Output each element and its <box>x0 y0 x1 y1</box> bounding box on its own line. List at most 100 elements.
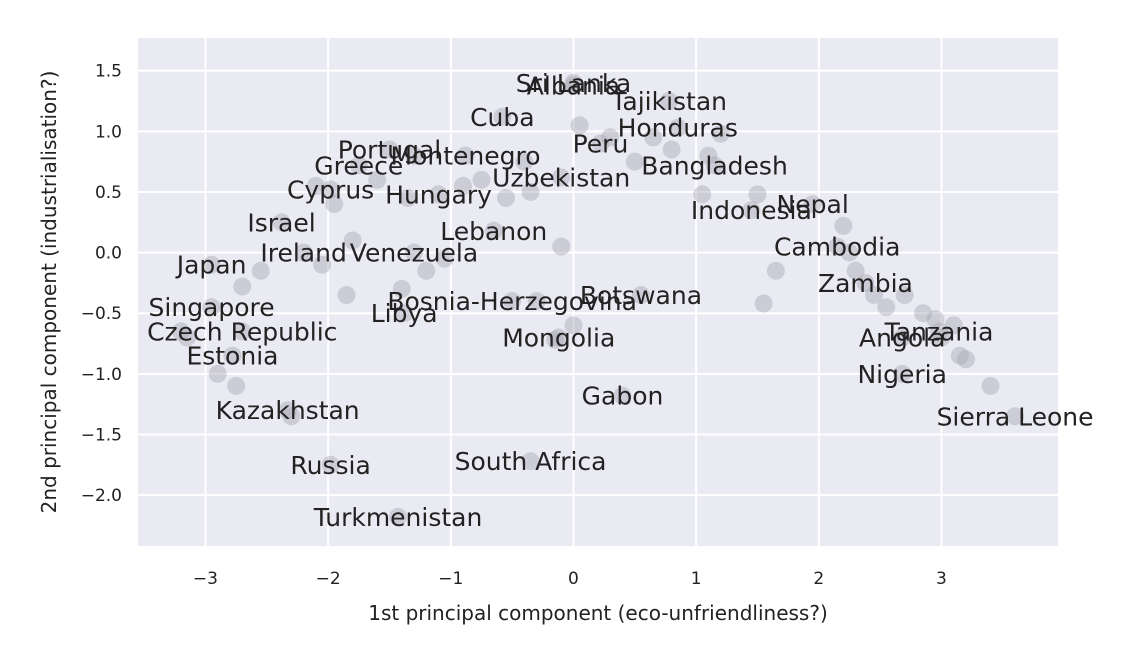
data-point <box>644 128 663 147</box>
data-point <box>613 386 632 405</box>
data-point <box>313 255 331 274</box>
point-label: Turkmenistan <box>313 503 483 532</box>
data-point <box>803 195 822 214</box>
y-tick-label: 0.5 <box>95 183 122 203</box>
y-tick-label: 1.5 <box>95 62 122 82</box>
data-point <box>877 298 896 317</box>
point-label: Portugal <box>338 136 442 165</box>
point-label: Montenegro <box>391 142 541 171</box>
data-point <box>601 128 620 147</box>
data-point <box>405 146 423 165</box>
x-tick-label: 3 <box>936 569 947 589</box>
data-point <box>521 452 540 471</box>
data-point <box>668 118 687 137</box>
data-point <box>515 152 534 171</box>
data-point <box>233 277 252 296</box>
data-point <box>392 279 411 298</box>
data-point <box>294 243 313 262</box>
point-label: Peru <box>573 129 629 158</box>
data-point <box>278 401 297 420</box>
x-tick-label: 0 <box>568 569 579 589</box>
data-point <box>834 216 853 235</box>
data-point <box>1006 407 1025 426</box>
data-point <box>625 152 644 171</box>
data-point <box>591 134 610 153</box>
data-point <box>456 146 475 165</box>
point-label: Venezuela <box>350 239 478 268</box>
point-label: Tanzania <box>884 317 994 346</box>
y-tick-label: 1.0 <box>95 122 122 142</box>
x-axis-ticks: −3 −2 −1 0 1 2 3 <box>193 569 947 589</box>
data-point <box>417 261 436 280</box>
data-point <box>932 328 951 347</box>
data-point <box>950 346 969 365</box>
data-point <box>389 507 408 526</box>
data-point <box>570 116 589 135</box>
data-point <box>368 170 387 189</box>
data-point <box>282 407 301 426</box>
x-tick-label: 2 <box>813 569 824 589</box>
data-point <box>484 221 503 240</box>
data-point <box>840 243 859 262</box>
data-point <box>564 316 583 335</box>
y-tick-label: −2.0 <box>81 486 122 506</box>
y-axis-ticks: 1.5 1.0 0.5 0.0 −0.5 −1.0 −1.5 −2.0 <box>81 62 122 506</box>
data-point <box>564 73 583 92</box>
data-point <box>527 292 546 311</box>
point-label: Cyprus <box>287 176 374 205</box>
grid <box>138 38 1058 546</box>
data-point <box>202 298 221 317</box>
data-point <box>405 243 423 262</box>
data-point <box>957 350 975 369</box>
x-tick-label: −2 <box>316 569 341 589</box>
y-tick-label: 0.0 <box>95 244 122 264</box>
point-label: Tajikistan <box>610 87 727 116</box>
data-point <box>699 146 718 165</box>
data-point <box>435 249 454 268</box>
data-point <box>631 286 650 305</box>
data-point <box>549 328 568 347</box>
data-point <box>380 140 399 159</box>
data-point <box>398 189 417 208</box>
data-point <box>395 304 414 323</box>
data-point <box>926 310 945 329</box>
data-point <box>343 231 362 250</box>
data-point <box>306 176 325 195</box>
data-point <box>693 185 712 204</box>
data-point <box>552 237 571 256</box>
data-point <box>930 322 949 341</box>
point-label: South Africa <box>455 447 607 476</box>
data-point <box>223 346 242 365</box>
plot-background <box>138 38 1058 546</box>
point-label: Czech Republic <box>147 317 337 346</box>
data-point <box>981 376 1000 395</box>
point-label: Nepal <box>777 190 849 219</box>
data-point <box>272 213 291 232</box>
data-point <box>503 292 522 311</box>
data-point <box>742 201 761 220</box>
point-label: Lebanon <box>440 217 547 246</box>
data-point <box>497 189 515 208</box>
data-point <box>914 304 933 323</box>
data-point <box>171 322 190 341</box>
data-point <box>846 261 865 280</box>
data-point <box>944 316 963 335</box>
point-label: Angola <box>859 323 945 352</box>
point-label: Albania <box>527 71 620 100</box>
point-label: Bangladesh <box>641 151 788 180</box>
point-label: Botswana <box>580 281 702 310</box>
point-label: Sri Lanka <box>516 69 632 98</box>
x-axis-title: 1st principal component (eco-unfriendlin… <box>368 601 828 625</box>
data-point <box>711 124 730 143</box>
x-tick-label: −1 <box>438 569 463 589</box>
data-point <box>828 237 847 256</box>
data-point <box>662 140 681 159</box>
data-point <box>552 168 571 187</box>
point-label: Libya <box>371 299 438 328</box>
data-point <box>754 294 773 313</box>
point-label: Israel <box>247 208 315 237</box>
data-point <box>208 364 227 383</box>
point-label: Uzbekistan <box>492 163 630 192</box>
point-label: Mongolia <box>502 323 615 352</box>
point-label: Russia <box>290 451 370 480</box>
